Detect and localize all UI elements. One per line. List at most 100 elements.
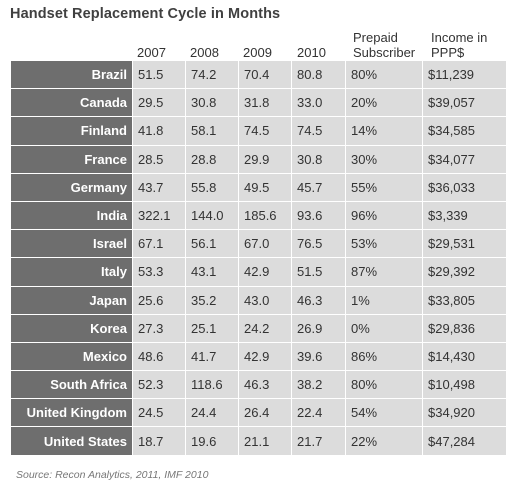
table-cell: $34,077	[422, 144, 507, 174]
country-label: India	[10, 200, 133, 231]
table-cell: 35.2	[185, 285, 239, 315]
table-cell: 43.0	[238, 285, 292, 315]
column-header-2007: 2007	[137, 45, 166, 60]
table-cell: 43.1	[185, 257, 239, 287]
column-header-2009: 2009	[243, 45, 272, 60]
column-header-2008: 2008	[190, 45, 219, 60]
table-cell: 76.5	[291, 229, 346, 259]
table-cell: 80%	[345, 59, 423, 90]
table-cell: 30.8	[291, 144, 346, 174]
table-cell: 46.3	[238, 370, 292, 400]
table-row: France 28.5 28.8 29.9 30.8 30% $34,077	[10, 144, 507, 174]
table-cell: $29,836	[422, 313, 507, 343]
chart-title: Handset Replacement Cycle in Months	[10, 6, 281, 22]
table-row: India 322.1 144.0 185.6 93.6 96% $3,339	[10, 200, 507, 231]
table-row: Germany 43.7 55.8 49.5 45.7 55% $36,033	[10, 172, 507, 202]
table-cell: 53%	[345, 229, 423, 259]
table-cell: $47,284	[422, 426, 507, 456]
table-cell: 51.5	[132, 59, 186, 90]
table-cell: 41.8	[132, 116, 186, 146]
table-row: Italy 53.3 43.1 42.9 51.5 87% $29,392	[10, 257, 507, 287]
column-headers: 2007 2008 2009 2010 Prepaid Subscriber I…	[0, 30, 516, 60]
table-cell: 27.3	[132, 313, 186, 343]
table-cell: 42.9	[238, 257, 292, 287]
data-table: Brazil 51.5 74.2 70.4 80.8 80% $11,239 Canada 29…	[10, 59, 507, 456]
table-cell: $29,392	[422, 257, 507, 287]
country-label: Korea	[10, 313, 133, 343]
table-cell: 54%	[345, 398, 423, 428]
table-cell: $39,057	[422, 88, 507, 118]
table-cell: 28.5	[132, 144, 186, 174]
table-cell: 46.3	[291, 285, 346, 315]
table-cell: $11,239	[422, 59, 507, 90]
table-row: Finland 41.8 58.1 74.5 74.5 14% $34,585	[10, 116, 507, 146]
table-cell: 144.0	[185, 200, 239, 231]
country-label: South Africa	[10, 370, 133, 400]
table-cell: 70.4	[238, 59, 292, 90]
table-cell: 52.3	[132, 370, 186, 400]
table-cell: 33.0	[291, 88, 346, 118]
table-cell: 25.1	[185, 313, 239, 343]
table-cell: 0%	[345, 313, 423, 343]
table-cell: 55.8	[185, 172, 239, 202]
table-cell: 86%	[345, 341, 423, 372]
income-header-line2: PPP$	[431, 45, 465, 60]
table-cell: 29.9	[238, 144, 292, 174]
country-label: Japan	[10, 285, 133, 315]
source-note: Source: Recon Analytics, 2011, IMF 2010	[16, 469, 209, 481]
table-cell: 93.6	[291, 200, 346, 231]
table-cell: 38.2	[291, 370, 346, 400]
country-label: Brazil	[10, 59, 133, 90]
table-cell: 185.6	[238, 200, 292, 231]
table-cell: 30%	[345, 144, 423, 174]
table-cell: 118.6	[185, 370, 239, 400]
column-header-prepaid: Prepaid Subscriber	[353, 30, 415, 60]
country-label: Mexico	[10, 341, 133, 372]
table-row: Korea 27.3 25.1 24.2 26.9 0% $29,836	[10, 313, 507, 343]
table-cell: 19.6	[185, 426, 239, 456]
country-label: France	[10, 144, 133, 174]
table-cell: 29.5	[132, 88, 186, 118]
prepaid-header-line2: Subscriber	[353, 45, 416, 60]
table-cell: 28.8	[185, 144, 239, 174]
table-cell: 74.5	[238, 116, 292, 146]
column-header-income: Income in PPP$	[431, 30, 487, 60]
table-cell: 56.1	[185, 229, 239, 259]
table-cell: 53.3	[132, 257, 186, 287]
table-cell: 80%	[345, 370, 423, 400]
table-row: United States 18.7 19.6 21.1 21.7 22% $47,284	[10, 426, 507, 456]
column-header-2010: 2010	[297, 45, 326, 60]
table-cell: 87%	[345, 257, 423, 287]
table-cell: 96%	[345, 200, 423, 231]
table-row: Japan 25.6 35.2 43.0 46.3 1% $33,805	[10, 285, 507, 315]
table-row: South Africa 52.3 118.6 46.3 38.2 80% $10,498	[10, 370, 507, 400]
country-label: Canada	[10, 88, 133, 118]
table-cell: 25.6	[132, 285, 186, 315]
table-cell: $33,805	[422, 285, 507, 315]
country-label: Italy	[10, 257, 133, 287]
table-cell: 22.4	[291, 398, 346, 428]
table-cell: 67.1	[132, 229, 186, 259]
table-row: Canada 29.5 30.8 31.8 33.0 20% $39,057	[10, 88, 507, 118]
table-row: Brazil 51.5 74.2 70.4 80.8 80% $11,239	[10, 59, 507, 90]
income-header-line1: Income in	[431, 30, 488, 45]
country-label: Israel	[10, 229, 133, 259]
table-cell: $34,585	[422, 116, 507, 146]
table-row: Israel 67.1 56.1 67.0 76.5 53% $29,531	[10, 229, 507, 259]
table-cell: 14%	[345, 116, 423, 146]
table-cell: 67.0	[238, 229, 292, 259]
table-cell: 1%	[345, 285, 423, 315]
table-row: Mexico 48.6 41.7 42.9 39.6 86% $14,430	[10, 341, 507, 372]
table-cell: $14,430	[422, 341, 507, 372]
table-cell: 26.4	[238, 398, 292, 428]
country-label: Germany	[10, 172, 133, 202]
table-cell: $29,531	[422, 229, 507, 259]
table-cell: 24.4	[185, 398, 239, 428]
table-cell: 51.5	[291, 257, 346, 287]
table-cell: 48.6	[132, 341, 186, 372]
table-cell: 49.5	[238, 172, 292, 202]
table-cell: 24.2	[238, 313, 292, 343]
table-cell: 74.5	[291, 116, 346, 146]
table-cell: 30.8	[185, 88, 239, 118]
table-cell: 24.5	[132, 398, 186, 428]
